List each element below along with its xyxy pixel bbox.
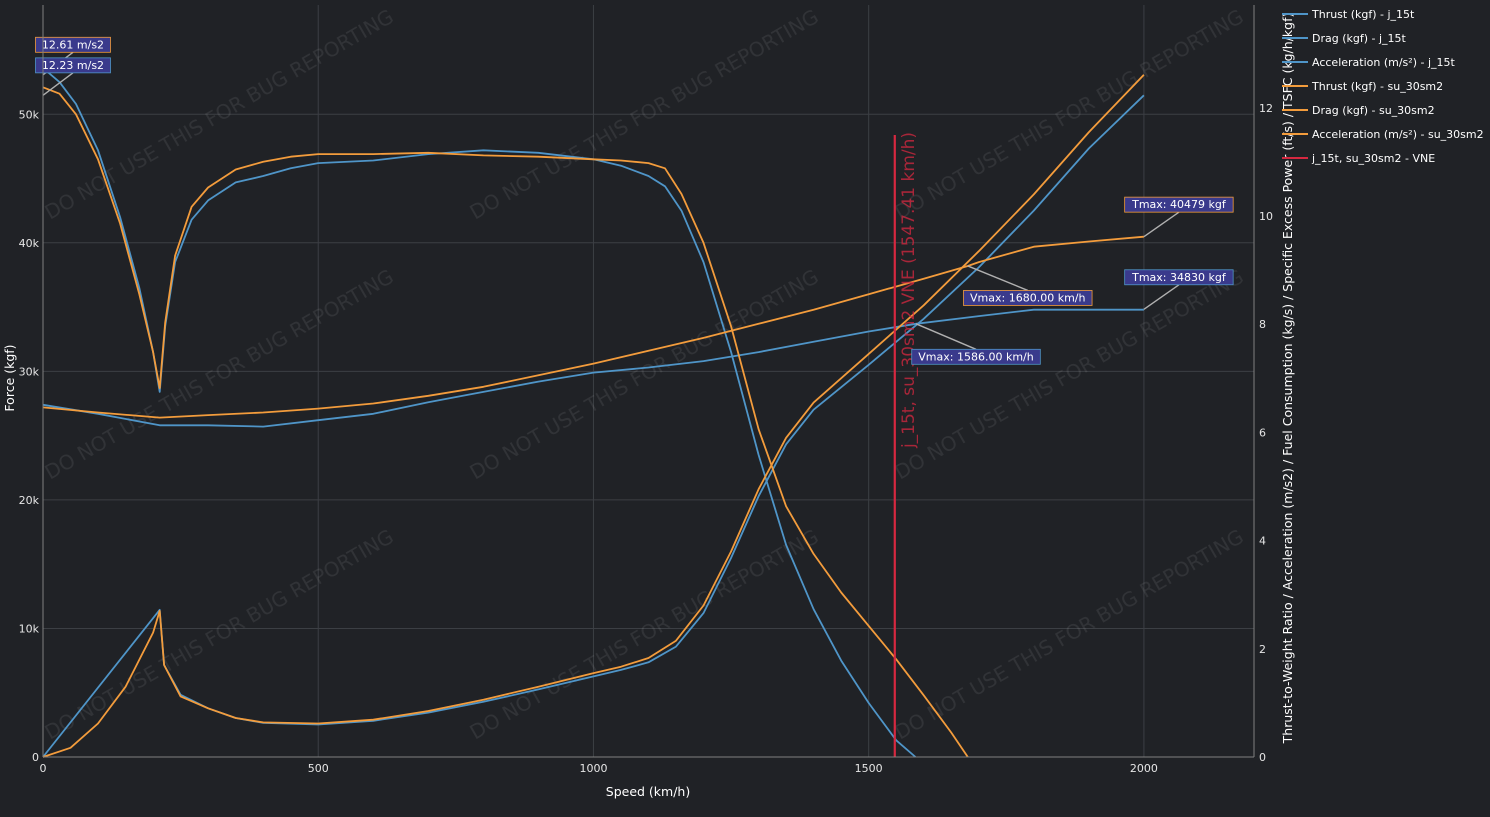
y2-tick-label: 12: [1259, 102, 1273, 115]
annotation-arrow: [967, 265, 1029, 292]
legend[interactable]: Thrust (kgf) - j_15t Drag (kgf) - j_15t Ac…: [1282, 8, 1484, 165]
legend-entry-label: Acceleration (m/s²) - j_15t: [1312, 56, 1456, 69]
vne-label: j_15t, su_30sm2 VNE (1547.41 km/h): [899, 132, 919, 449]
y2-axis-title: Thrust-to-Weight Ratio / Acceleration (m…: [1280, 13, 1295, 745]
x-axis-title: Speed (km/h): [606, 784, 690, 799]
annotation-box: [35, 57, 111, 74]
legend-entry-label: Thrust (kgf) - j_15t: [1311, 8, 1415, 21]
x-tick-label: 500: [308, 762, 329, 775]
y-tick-label: 10k: [19, 622, 40, 635]
y-tick-label: 30k: [19, 365, 40, 378]
axes: 0 500 1000 1500 2000 0 10k 20k 30k 40k 50k 0 2 4 6 8 10 1…: [19, 5, 1273, 775]
annotation-label: Tmax: 40479 kgf: [1131, 198, 1227, 211]
y2-tick-label: 2: [1259, 643, 1266, 656]
annotation-label: Vmax: 1586.00 km/h: [918, 350, 1033, 363]
y2-tick-label: 0: [1259, 751, 1266, 764]
annotation-box: [963, 290, 1093, 306]
legend-entry-label: Acceleration (m/s²) - su_30sm2: [1312, 128, 1484, 141]
series-line-thrust-kgf-j-15t: [42, 308, 1144, 428]
watermarks: DO NOT USE THIS FOR BUG REPORTING DO NOT …: [41, 4, 1248, 744]
legend-entry-label: Drag (kgf) - j_15t: [1312, 32, 1407, 45]
annotation-label: Vmax: 1680.00 km/h: [970, 291, 1085, 304]
annotation-label: 12.61 m/s2: [42, 38, 104, 51]
y-tick-label: 20k: [19, 494, 40, 507]
annotation-arrow: [42, 72, 74, 96]
y2-tick-label: 8: [1259, 318, 1266, 331]
vne-marker: j_15t, su_30sm2 VNE (1547.41 km/h): [893, 132, 919, 757]
annotation-box: [911, 348, 1041, 365]
annotation-box: [1124, 269, 1234, 286]
series-line-drag-kgf-su-30sm2: [42, 86, 969, 758]
x-tick-label: 1500: [855, 762, 883, 775]
y-axis-title: Force (kgf): [2, 344, 17, 411]
annotation-label: 12.23 m/s2: [42, 59, 104, 72]
series-line-acceleration-m-s-su-30sm2: [42, 74, 1145, 758]
y2-tick-label: 10: [1259, 210, 1273, 223]
x-tick-label: 1000: [579, 762, 607, 775]
annotations: 12.61 m/s2 12.23 m/s2 Tmax: 40479 kgf Tmax:…: [35, 36, 1234, 365]
annotation-arrow: [915, 323, 977, 350]
y-tick-label: 0: [32, 751, 39, 764]
series-line-thrust-kgf-su-30sm2: [42, 235, 1144, 419]
y-tick-label: 50k: [19, 108, 40, 121]
gridlines: [43, 5, 1254, 757]
y2-tick-label: 6: [1259, 426, 1266, 439]
x-tick-label: 2000: [1130, 762, 1158, 775]
legend-entry-label: j_15t, su_30sm2 - VNE: [1311, 152, 1435, 165]
annotation-box: [1124, 196, 1234, 213]
y-tick-label: 40k: [19, 237, 40, 250]
annotation-box: [35, 36, 111, 53]
legend-entry-label: Drag (kgf) - su_30sm2: [1312, 104, 1435, 117]
annotation-arrow: [1143, 211, 1180, 238]
y2-tick-label: 4: [1259, 535, 1266, 548]
x-tick-label: 0: [40, 762, 47, 775]
annotation-label: Tmax: 34830 kgf: [1131, 271, 1227, 284]
legend-entry-label: Thrust (kgf) - su_30sm2: [1311, 80, 1443, 93]
series-lines: [42, 67, 1145, 758]
annotation-arrow: [1143, 284, 1180, 310]
